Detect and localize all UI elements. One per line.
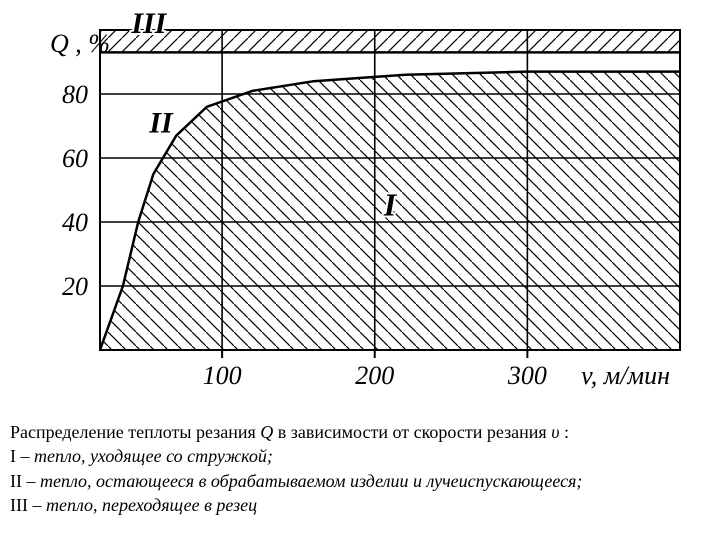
caption-line1-key: I – <box>10 446 34 466</box>
svg-text:20: 20 <box>62 272 88 301</box>
svg-text:40: 40 <box>62 208 88 237</box>
svg-text:200: 200 <box>355 361 394 390</box>
svg-text:80: 80 <box>62 80 88 109</box>
caption-colon: : <box>564 422 569 442</box>
svg-text:60: 60 <box>62 144 88 173</box>
caption-line3-key: III – <box>10 495 46 515</box>
svg-text:100: 100 <box>203 361 242 390</box>
svg-text:v, м/мин: v, м/мин <box>581 361 670 390</box>
caption-line2-key: II – <box>10 471 40 491</box>
caption-line1-desc: тепло, уходящее со стружкой; <box>34 446 273 466</box>
svg-text:300: 300 <box>507 361 547 390</box>
caption-mid: в зависимости от скорости резания <box>278 422 551 442</box>
caption-line2-desc: тепло, остающееся в обрабатываемом издел… <box>40 471 582 491</box>
chart: 20406080Q , %100200300v, м/минIIIIIIIIII… <box>10 10 710 410</box>
caption-line3-desc: тепло, переходящее в резец <box>46 495 257 515</box>
caption-symbol-v: υ <box>551 422 559 442</box>
svg-text:II: II <box>148 106 174 139</box>
svg-text:I: I <box>383 187 398 223</box>
svg-text:III: III <box>130 10 167 40</box>
caption: Распределение теплоты резания Q в зависи… <box>10 420 710 517</box>
caption-title: Распределение теплоты резания <box>10 422 260 442</box>
svg-text:Q , %: Q , % <box>50 29 110 58</box>
caption-symbol-q: Q <box>260 422 273 442</box>
